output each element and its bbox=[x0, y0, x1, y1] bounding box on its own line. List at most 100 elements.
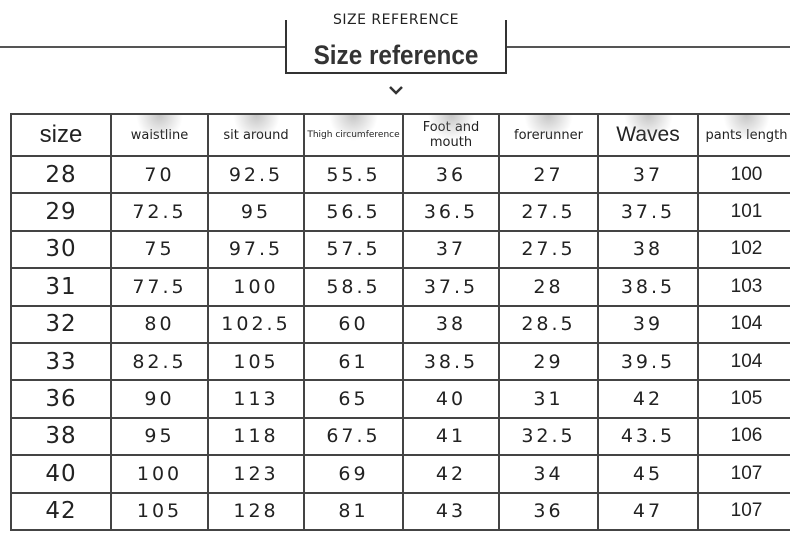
measure-cell: 118 bbox=[207, 416, 305, 457]
table-row: 32 80 102.5 60 38 28.5 39 104 bbox=[10, 304, 790, 344]
measure-cell: 61 bbox=[303, 341, 404, 382]
table-head: size waistline sit around Thigh circumferen… bbox=[10, 113, 790, 157]
measure-cell: 100 bbox=[207, 267, 305, 307]
measure-cell: 36.5 bbox=[402, 192, 500, 232]
header-shade bbox=[135, 115, 184, 141]
measure-cell: 104 bbox=[697, 341, 790, 382]
title-frame bbox=[285, 20, 507, 74]
measure-cell: 72.5 bbox=[110, 192, 209, 232]
table-row: 31 77.5 100 58.5 37.5 28 38.5 103 bbox=[10, 267, 790, 307]
table-body: 28 70 92.5 55.5 36 27 37 100 29 72.5 95 56.5 36.5 27.… bbox=[10, 154, 790, 532]
header-shade bbox=[524, 115, 573, 141]
measure-cell: 37.5 bbox=[402, 267, 500, 307]
size-cell: 42 bbox=[10, 491, 112, 532]
measure-cell: 40 bbox=[402, 379, 500, 419]
measure-cell: 27.5 bbox=[498, 192, 599, 232]
measure-cell: 34 bbox=[498, 454, 599, 494]
header-row: size waistline sit around Thigh circumferen… bbox=[10, 113, 790, 157]
measure-cell: 45 bbox=[597, 454, 699, 494]
measure-cell: 70 bbox=[110, 154, 209, 195]
size-cell: 28 bbox=[10, 154, 112, 195]
measure-cell: 36 bbox=[498, 491, 599, 532]
measure-cell: 81 bbox=[303, 491, 404, 532]
header-shade bbox=[232, 115, 280, 141]
table-row: 40 100 123 69 42 34 45 107 bbox=[10, 454, 790, 494]
measure-cell: 95 bbox=[110, 416, 209, 457]
measure-cell: 113 bbox=[207, 379, 305, 419]
kicker-text: SIZE REFERENCE bbox=[324, 12, 468, 28]
column-header: Waves bbox=[597, 113, 699, 157]
measure-cell: 38.5 bbox=[402, 341, 500, 382]
measure-cell: 106 bbox=[697, 416, 790, 457]
size-cell: 40 bbox=[10, 454, 112, 494]
measure-cell: 58.5 bbox=[303, 267, 404, 307]
measure-cell: 103 bbox=[697, 267, 790, 307]
measure-cell: 38.5 bbox=[597, 267, 699, 307]
column-header: Foot and mouth bbox=[402, 113, 500, 157]
measure-cell: 28.5 bbox=[498, 304, 599, 344]
measure-cell: 90 bbox=[110, 379, 209, 419]
column-header: Thigh circumference bbox=[303, 113, 404, 157]
measure-cell: 47 bbox=[597, 491, 699, 532]
measure-cell: 100 bbox=[697, 154, 790, 195]
measure-cell: 97.5 bbox=[207, 229, 305, 270]
measure-cell: 27 bbox=[498, 154, 599, 195]
measure-cell: 57.5 bbox=[303, 229, 404, 270]
measure-cell: 29 bbox=[498, 341, 599, 382]
measure-cell: 105 bbox=[697, 379, 790, 419]
measure-cell: 107 bbox=[697, 491, 790, 532]
measure-cell: 38 bbox=[597, 229, 699, 270]
table-row: 36 90 113 65 40 31 42 105 bbox=[10, 379, 790, 419]
measure-cell: 104 bbox=[697, 304, 790, 344]
kicker: SIZE REFERENCE bbox=[285, 12, 507, 28]
title: Size reference bbox=[313, 40, 479, 70]
measure-cell: 37 bbox=[597, 154, 699, 195]
measure-cell: 56.5 bbox=[303, 192, 404, 232]
measure-cell: 77.5 bbox=[110, 267, 209, 307]
measure-cell: 39.5 bbox=[597, 341, 699, 382]
column-header: pants length bbox=[697, 113, 790, 157]
size-cell: 30 bbox=[10, 229, 112, 270]
measure-cell: 43 bbox=[402, 491, 500, 532]
measure-cell: 102.5 bbox=[207, 304, 305, 344]
measure-cell: 107 bbox=[697, 454, 790, 494]
chevron-icon bbox=[389, 86, 403, 95]
measure-cell: 37.5 bbox=[597, 192, 699, 232]
measure-cell: 28 bbox=[498, 267, 599, 307]
measure-cell: 38 bbox=[402, 304, 500, 344]
measure-cell: 128 bbox=[207, 491, 305, 532]
measure-cell: 37 bbox=[402, 229, 500, 270]
size-cell: 38 bbox=[10, 416, 112, 457]
measure-cell: 31 bbox=[498, 379, 599, 419]
size-cell: 36 bbox=[10, 379, 112, 419]
measure-cell: 42 bbox=[597, 379, 699, 419]
measure-cell: 55.5 bbox=[303, 154, 404, 195]
measure-cell: 60 bbox=[303, 304, 404, 344]
measure-cell: 27.5 bbox=[498, 229, 599, 270]
measure-cell: 82.5 bbox=[110, 341, 209, 382]
size-cell: 32 bbox=[10, 304, 112, 344]
table-row: 42 105 128 81 43 36 47 107 bbox=[10, 491, 790, 532]
table-row: 33 82.5 105 61 38.5 29 39.5 104 bbox=[10, 341, 790, 382]
measure-cell: 75 bbox=[110, 229, 209, 270]
measure-cell: 101 bbox=[697, 192, 790, 232]
measure-cell: 67.5 bbox=[303, 416, 404, 457]
column-header: sit around bbox=[207, 113, 305, 157]
column-header: forerunner bbox=[498, 113, 599, 157]
measure-cell: 123 bbox=[207, 454, 305, 494]
measure-cell: 36 bbox=[402, 154, 500, 195]
header-shade bbox=[427, 115, 475, 141]
header-shade bbox=[722, 115, 771, 141]
measure-cell: 100 bbox=[110, 454, 209, 494]
measure-cell: 102 bbox=[697, 229, 790, 270]
measure-cell: 65 bbox=[303, 379, 404, 419]
measure-cell: 32.5 bbox=[498, 416, 599, 457]
measure-cell: 95 bbox=[207, 192, 305, 232]
table-row: 30 75 97.5 57.5 37 27.5 38 102 bbox=[10, 229, 790, 270]
measure-cell: 80 bbox=[110, 304, 209, 344]
size-cell: 29 bbox=[10, 192, 112, 232]
header-shade bbox=[623, 115, 673, 141]
size-cell: 31 bbox=[10, 267, 112, 307]
measure-cell: 105 bbox=[110, 491, 209, 532]
